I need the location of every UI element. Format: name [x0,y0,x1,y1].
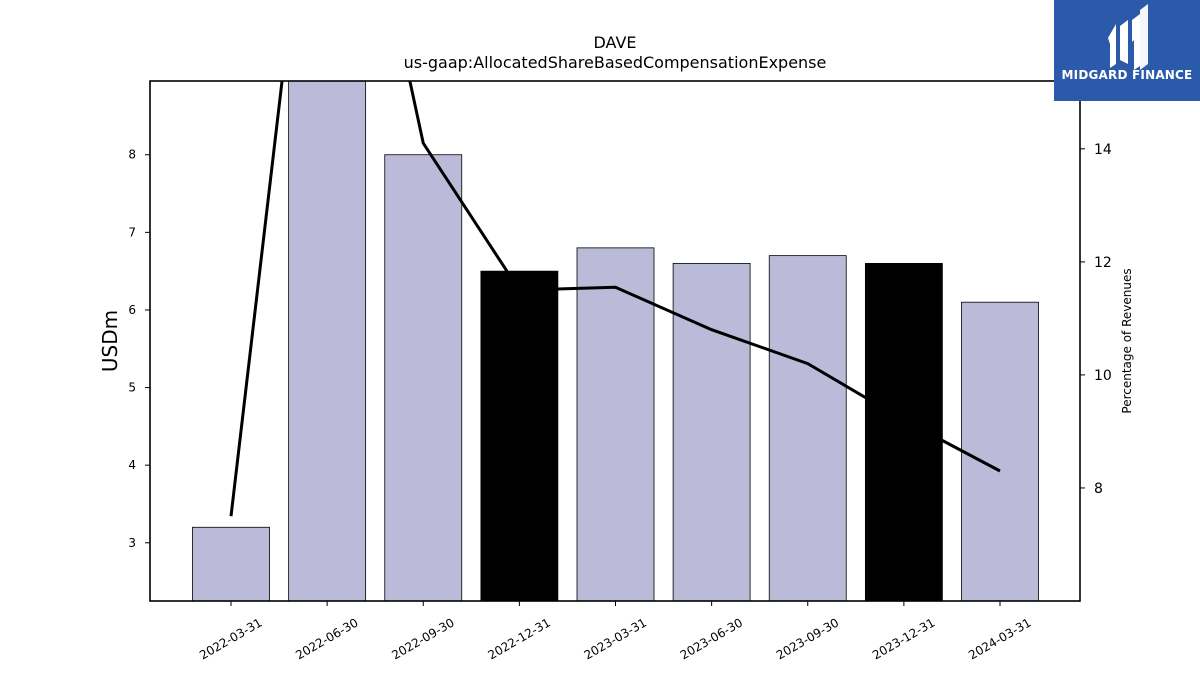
y-tick-label: 3 [128,536,136,550]
y2-axis-label: Percentage of Revenues [1120,268,1134,413]
y-axis-left: 3 4 5 6 7 8 [128,148,150,550]
y2-tick-label: 8 [1094,481,1103,497]
x-axis: 2022-03-31 2022-06-30 2022-09-30 2022-12-31… [197,601,1034,662]
y-tick-label: 8 [128,148,136,162]
y-tick-label: 5 [128,381,136,395]
percentage-line [229,81,1001,517]
y-axis-right: 8 10 12 14 [1080,142,1112,497]
bar-2022-12-31 [480,270,559,601]
chart-subtitle: us-gaap:AllocatedShareBasedCompensationE… [404,53,827,72]
bar-2023-12-31 [864,262,943,601]
y-tick-label: 7 [128,225,136,239]
logo-text: MIDGARD FINANCE [1061,68,1193,82]
y2-tick-label: 14 [1094,142,1112,158]
x-tick-label: 2022-06-30 [293,615,360,662]
line-layer [229,81,1001,517]
x-tick-label: 2023-06-30 [678,615,745,662]
bar-2022-09-30 [384,154,463,601]
y2-tick-label: 10 [1094,368,1112,384]
bar-2024-03-31 [961,301,1039,601]
y-axis-label: USDm [98,310,122,372]
y-tick-label: 4 [128,458,136,472]
bar-2023-09-30 [768,255,847,601]
logo-mark-icon [1108,4,1148,70]
x-tick-label: 2023-09-30 [774,615,841,662]
y-tick-label: 6 [128,303,136,317]
bar-2022-06-30 [288,81,367,601]
bar-2023-03-31 [576,247,655,601]
x-tick-label: 2023-12-31 [870,615,937,662]
x-tick-label: 2022-09-30 [389,615,456,662]
x-tick-label: 2023-03-31 [582,615,649,662]
x-tick-label: 2022-03-31 [197,615,264,662]
bars-layer [192,81,1039,601]
bar-2023-06-30 [672,262,751,601]
midgard-finance-logo: MIDGARD FINANCE [1054,0,1200,101]
x-tick-label: 2024-03-31 [966,615,1033,662]
x-tick-label: 2022-12-31 [485,615,552,662]
y2-tick-label: 12 [1094,255,1112,271]
bar-2022-03-31 [192,526,270,601]
chart-title: DAVE [593,33,636,52]
